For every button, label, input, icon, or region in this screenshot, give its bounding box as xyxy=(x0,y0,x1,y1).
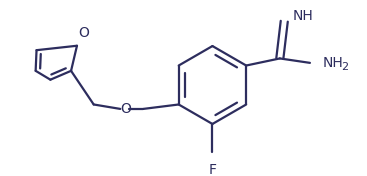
Text: NH: NH xyxy=(293,9,314,23)
Text: O: O xyxy=(120,102,131,116)
Text: NH: NH xyxy=(322,56,343,70)
Text: 2: 2 xyxy=(341,62,348,72)
Text: O: O xyxy=(79,26,90,40)
Text: F: F xyxy=(208,163,217,176)
